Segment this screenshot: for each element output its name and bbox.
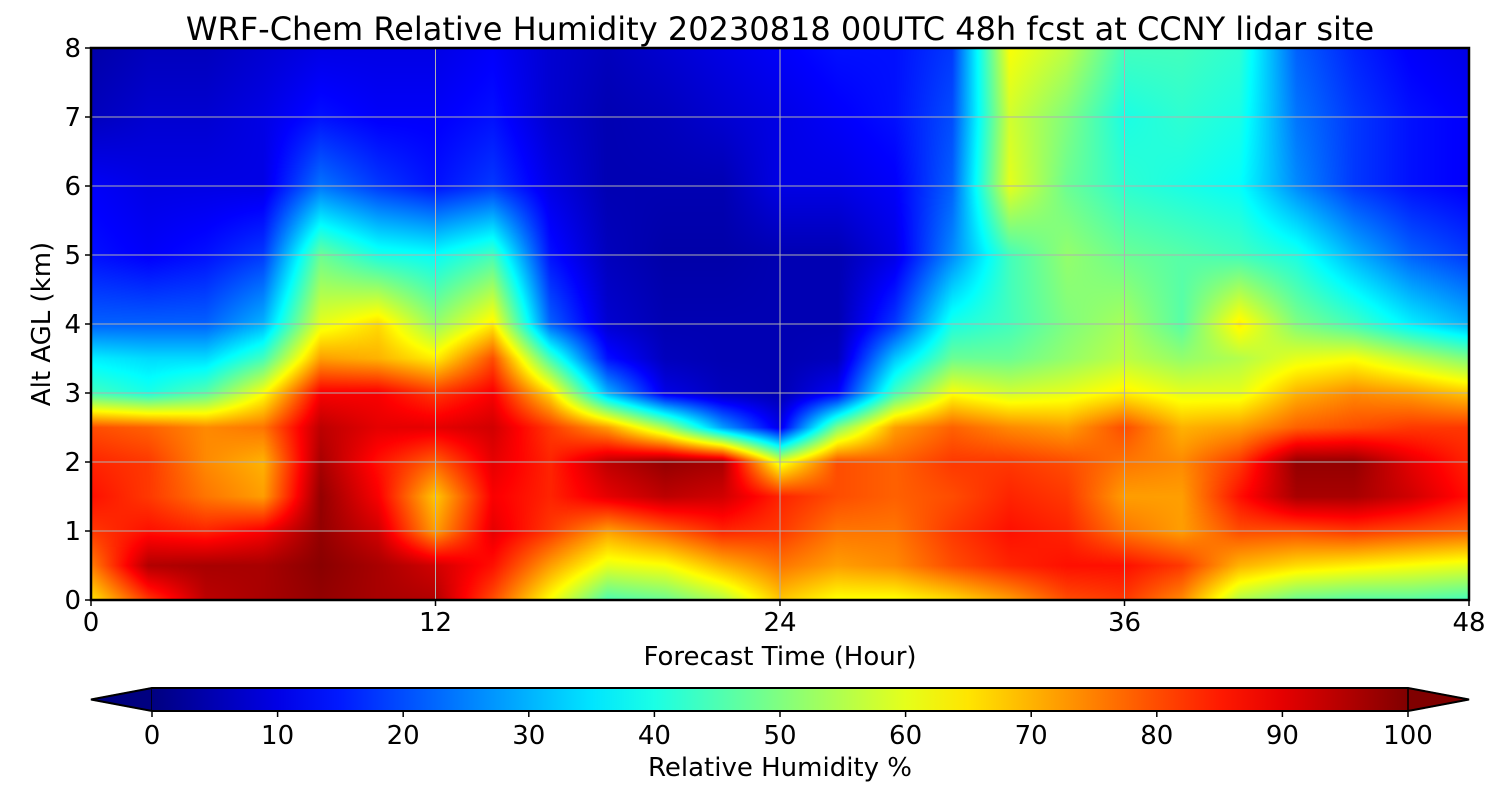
y-tick-label: 8 [64,34,81,64]
grid-lines [91,48,1469,600]
colorbar-tick-label: 30 [512,721,545,751]
colorbar-tick-label: 70 [1015,721,1048,751]
x-tick-label: 36 [1108,608,1141,638]
y-tick-label: 3 [64,379,81,409]
y-tick-label: 2 [64,448,81,478]
y-tick-label: 0 [64,586,81,616]
colorbar-tick-label: 10 [261,721,294,751]
colorbar: 0 10 20 30 40 50 60 70 80 90 100 Relative Humidity… [90,687,1470,783]
colorbar-extend-high [1407,687,1470,712]
colorbar-label: Relative Humidity % [648,753,912,783]
colorbar-ticks: 0 10 20 30 40 50 60 70 80 90 100 [144,711,1433,751]
colorbar-body [152,688,1408,711]
x-tick-label: 0 [83,608,100,638]
colorbar-tick-label: 20 [387,721,420,751]
x-axis-ticks: 0 12 24 36 48 [83,600,1486,638]
colorbar-tick-label: 100 [1383,721,1433,751]
x-tick-label: 24 [763,608,796,638]
colorbar-tick-label: 0 [144,721,161,751]
colorbar-tick-label: 80 [1140,721,1173,751]
y-axis-title: Alt AGL (km) [27,242,57,406]
y-tick-label: 5 [64,241,81,271]
x-tick-label: 48 [1452,608,1485,638]
plot-area [89,46,1471,602]
x-tick-label: 12 [419,608,452,638]
y-tick-label: 4 [64,310,81,340]
chart-title: WRF-Chem Relative Humidity 20230818 00UT… [186,10,1374,48]
colorbar-tick-label: 90 [1266,721,1299,751]
colorbar-tick-label: 60 [889,721,922,751]
colorbar-tick-label: 50 [763,721,796,751]
y-tick-label: 7 [64,103,81,133]
colorbar-tick-label: 40 [638,721,671,751]
colorbar-extend-low [90,687,153,712]
x-axis-title: Forecast Time (Hour) [643,642,916,672]
y-tick-label: 6 [64,172,81,202]
y-tick-label: 1 [64,517,81,547]
y-axis-ticks: 0 1 2 3 4 5 6 7 8 [64,34,91,616]
